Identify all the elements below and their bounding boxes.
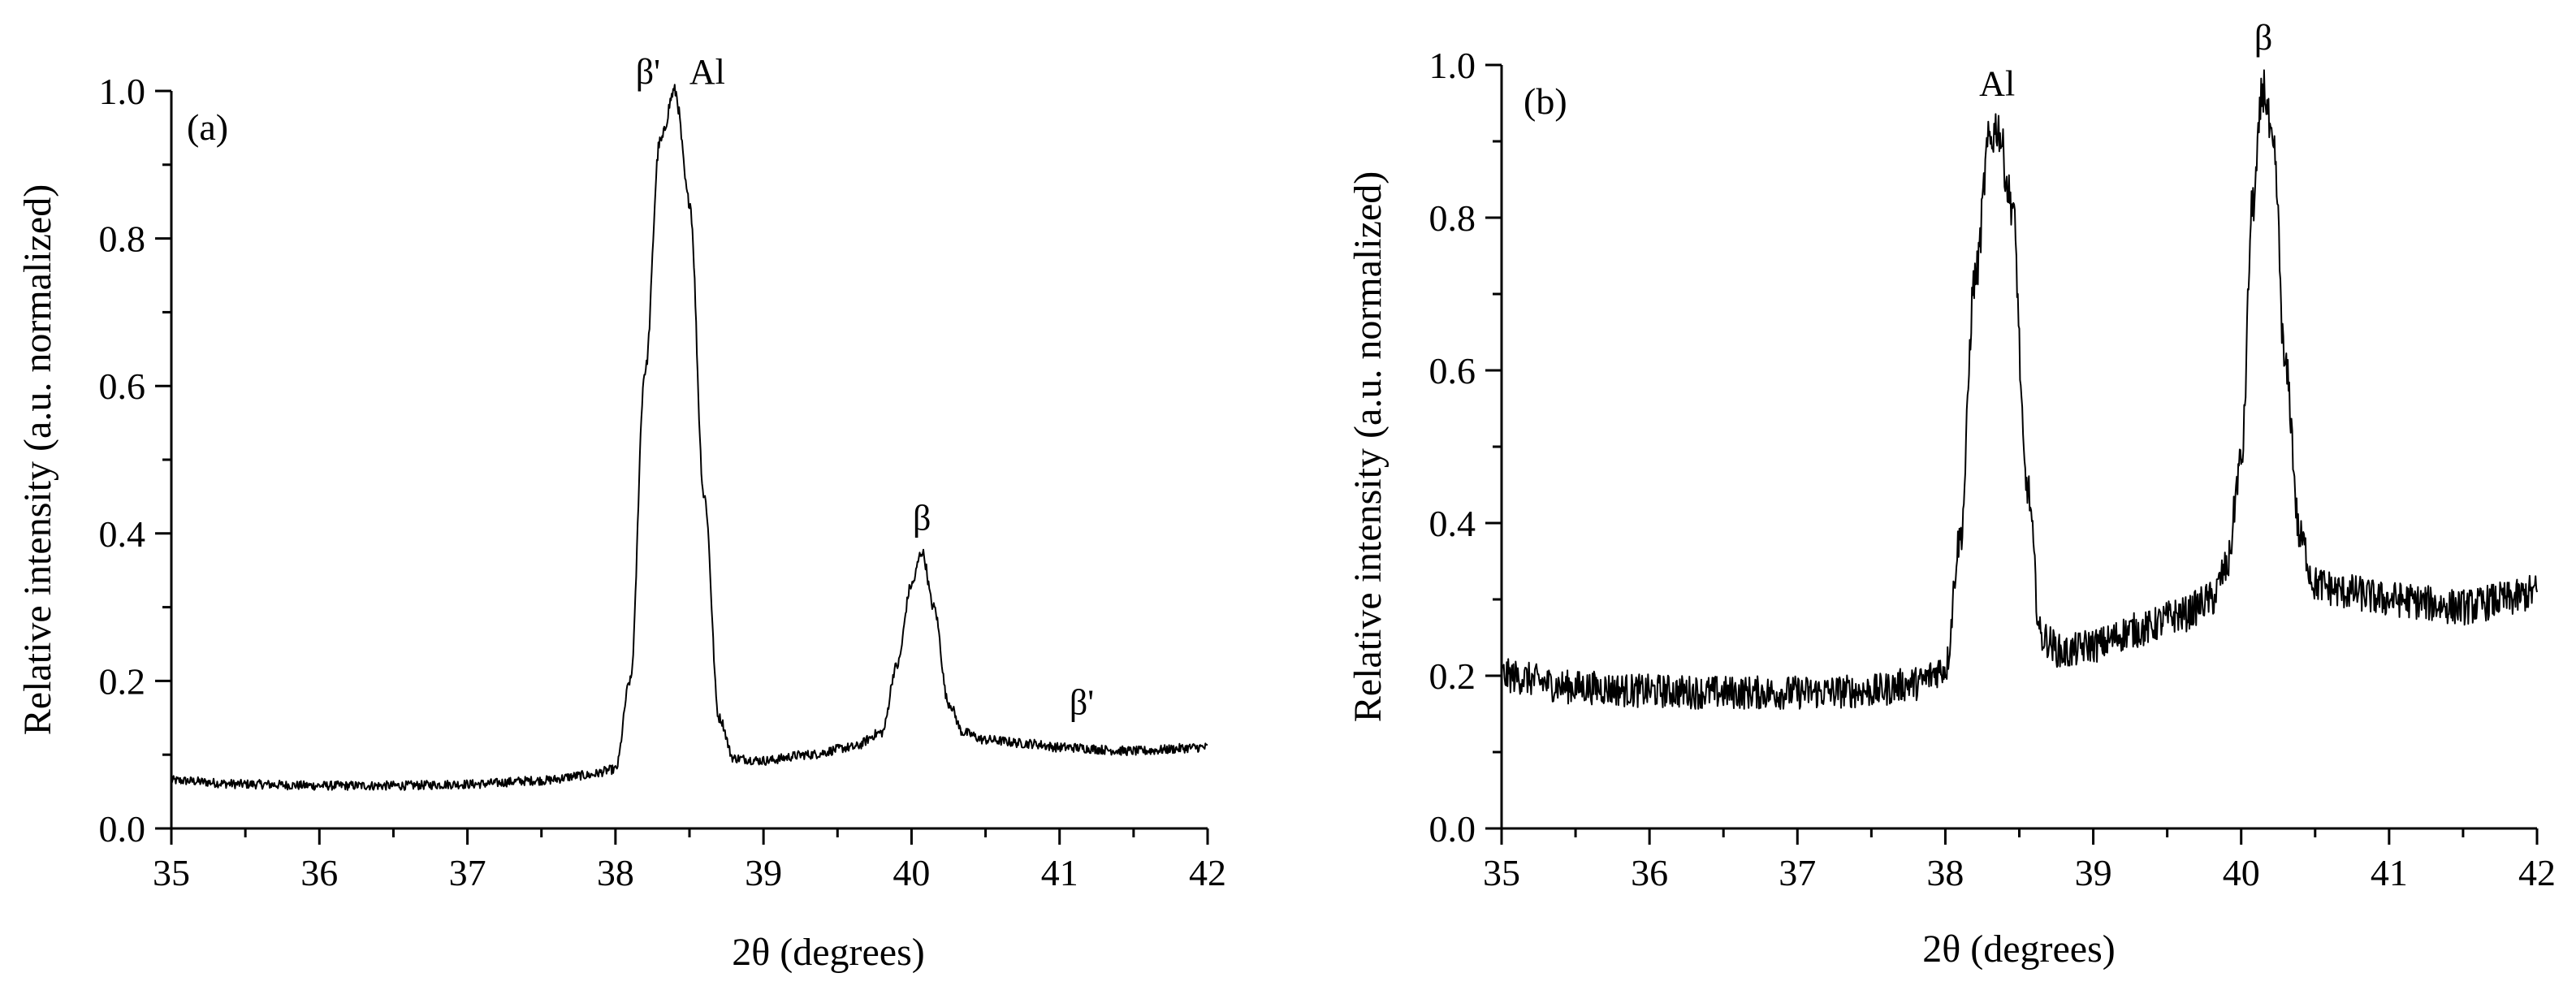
x-axis-title: 2θ (degrees) xyxy=(732,931,925,974)
x-tick-label: 35 xyxy=(153,852,190,893)
x-tick-label: 37 xyxy=(449,852,486,893)
x-tick-label: 39 xyxy=(745,852,782,893)
x-tick-label: 38 xyxy=(1926,852,1964,893)
x-tick-label: 42 xyxy=(1189,852,1226,893)
y-tick-label: 0.8 xyxy=(99,218,146,260)
x-tick-label: 36 xyxy=(300,852,338,893)
y-tick-label: 0.2 xyxy=(1429,655,1476,697)
y-tick-label: 1.0 xyxy=(99,71,146,112)
xrd-series-line xyxy=(171,84,1208,791)
chart-a: 35 36 37 38 39 40 41 42 0.0 0.2 0.4 0.6 0.8 1.0 2θ (de… xyxy=(16,52,1226,974)
y-tick-label: 0.6 xyxy=(99,365,146,407)
y-tick-label: 0.8 xyxy=(1429,197,1476,239)
x-tick-label: 39 xyxy=(2075,852,2112,893)
x-tick-label: 40 xyxy=(893,852,930,893)
peak-label: Al xyxy=(689,52,725,92)
x-tick-label: 42 xyxy=(2518,852,2556,893)
y-tick-label: 0.2 xyxy=(99,660,146,702)
y-tick-label: 0.4 xyxy=(1429,503,1476,544)
chart-b: 35 36 37 38 39 40 41 42 0.0 0.2 0.4 0.6 0.8 1.0 2θ (de… xyxy=(1346,18,2556,971)
y-axis-title: Relative intensity (a.u. normalized) xyxy=(1346,171,1390,722)
x-tick-label: 40 xyxy=(2223,852,2260,893)
y-axis-title: Relative intensity (a.u. normalized) xyxy=(16,184,59,735)
peak-label: Al xyxy=(1979,64,2015,104)
peak-label: β' xyxy=(1070,682,1094,722)
y-tick-label: 0.6 xyxy=(1429,350,1476,391)
x-tick-label: 38 xyxy=(597,852,634,893)
peak-label: β xyxy=(913,498,931,538)
xrd-series-line xyxy=(1501,69,2538,710)
panel-label: (b) xyxy=(1524,80,1567,122)
peak-label: β' xyxy=(636,52,660,92)
x-axis-title: 2θ (degrees) xyxy=(1922,928,2116,971)
peak-label: β xyxy=(2254,18,2272,58)
panel-label: (a) xyxy=(187,106,228,148)
y-tick-label: 1.0 xyxy=(1429,45,1476,86)
x-tick-label: 37 xyxy=(1779,852,1816,893)
x-tick-label: 36 xyxy=(1631,852,1668,893)
x-tick-label: 41 xyxy=(2371,852,2408,893)
y-tick-label: 0.4 xyxy=(99,513,146,555)
y-tick-label: 0.0 xyxy=(99,808,146,850)
x-tick-label: 35 xyxy=(1483,852,1520,893)
x-tick-label: 41 xyxy=(1041,852,1078,893)
y-tick-label: 0.0 xyxy=(1429,808,1476,850)
